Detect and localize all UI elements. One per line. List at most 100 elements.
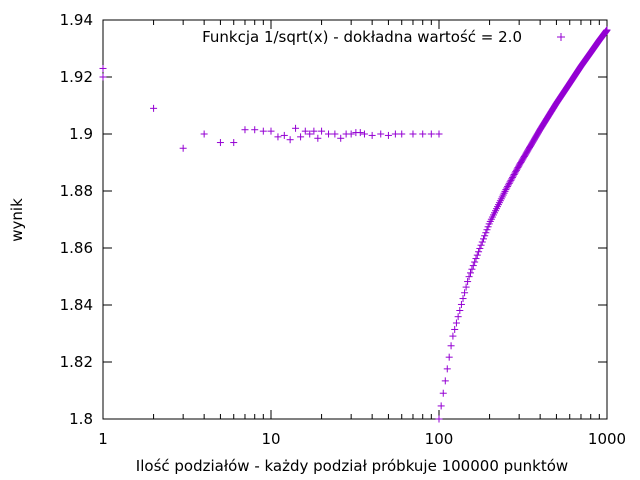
data-point	[484, 223, 492, 231]
data-point	[477, 241, 485, 249]
y-tick-label: 1.94	[60, 11, 93, 29]
y-tick-label: 1.9	[69, 125, 93, 143]
data-point	[356, 129, 364, 137]
axis-ticks: 1.8 1.82 1.84 1.86 1.88 1.9 1.92 1.94 1 10 100 1000	[60, 11, 627, 448]
x-tick-label: 1000	[588, 430, 626, 448]
y-tick-label: 1.86	[60, 239, 93, 257]
data-point	[476, 244, 484, 252]
data-point	[445, 353, 453, 361]
data-point	[314, 134, 322, 142]
data-point	[331, 130, 339, 138]
data-point	[427, 130, 435, 138]
data-point	[473, 251, 481, 259]
data-point	[500, 189, 508, 197]
data-point	[462, 283, 470, 291]
data-point	[280, 131, 288, 139]
data-point	[507, 176, 515, 184]
data-point	[360, 130, 368, 138]
data-point	[297, 133, 305, 141]
x-axis-title: Ilość podziałów - każdy podział próbkuje…	[136, 457, 568, 475]
data-point	[478, 238, 486, 246]
data-point	[251, 126, 259, 134]
data-point	[447, 342, 455, 350]
data-point	[508, 175, 516, 183]
plot-frame	[102, 19, 608, 420]
data-point	[481, 232, 489, 240]
data-point	[306, 130, 314, 138]
data-point	[465, 273, 473, 281]
y-tick-label: 1.92	[60, 68, 93, 86]
data-point	[483, 226, 491, 234]
data-point	[437, 402, 445, 410]
data-point	[443, 365, 451, 373]
data-point	[435, 415, 443, 423]
data-point	[435, 130, 443, 138]
data-point	[454, 313, 462, 321]
data-point	[509, 172, 517, 180]
data-point	[452, 319, 460, 327]
data-point	[384, 131, 392, 139]
data-point	[310, 127, 318, 135]
x-tick-label: 10	[261, 430, 280, 448]
data-point	[286, 136, 294, 144]
data-point	[504, 182, 512, 190]
x-tick-label: 100	[425, 430, 454, 448]
data-point	[274, 133, 282, 141]
data-point	[468, 265, 476, 273]
y-tick-label: 1.84	[60, 296, 93, 314]
data-point	[259, 127, 267, 135]
data-point	[449, 332, 457, 340]
data-point	[216, 139, 224, 147]
data-point	[318, 127, 326, 135]
legend-marker	[557, 33, 565, 41]
data-point	[439, 389, 447, 397]
data-point	[347, 130, 355, 138]
data-point	[456, 306, 464, 314]
y-tick-label: 1.82	[60, 353, 93, 371]
data-point	[377, 130, 385, 138]
data-point	[179, 144, 187, 152]
data-point	[472, 255, 480, 263]
data-point	[150, 104, 158, 112]
data-point	[464, 278, 472, 286]
data-marks	[99, 26, 611, 423]
data-point	[419, 130, 427, 138]
data-point	[603, 26, 611, 34]
data-point	[451, 325, 459, 333]
data-point	[99, 73, 107, 81]
data-point	[301, 127, 309, 135]
data-point	[441, 377, 449, 385]
data-point	[337, 134, 345, 142]
data-point	[391, 130, 399, 138]
data-point	[292, 124, 300, 132]
data-point	[479, 235, 487, 243]
data-point	[200, 130, 208, 138]
data-point	[461, 289, 469, 297]
data-point	[506, 178, 514, 186]
data-point	[368, 131, 376, 139]
data-point	[501, 187, 509, 195]
data-point	[409, 130, 417, 138]
data-point	[469, 262, 477, 270]
data-point	[502, 186, 510, 194]
y-tick-label: 1.88	[60, 182, 93, 200]
data-point	[504, 181, 512, 189]
data-point	[471, 258, 479, 266]
y-axis-title: wynik	[8, 198, 26, 242]
data-point	[267, 127, 275, 135]
data-point	[230, 139, 238, 147]
data-point	[475, 248, 483, 256]
y-tick-label: 1.8	[69, 410, 93, 428]
data-point	[467, 269, 475, 277]
data-point	[241, 126, 249, 134]
x-tick-label: 1	[98, 430, 108, 448]
data-point	[503, 184, 511, 192]
data-point	[457, 300, 465, 308]
data-point	[505, 179, 513, 187]
data-point	[482, 229, 490, 237]
data-point	[398, 130, 406, 138]
legend-label: Funkcja 1/sqrt(x) - dokładna wartość = 2…	[202, 28, 522, 46]
data-point	[459, 295, 467, 303]
data-point	[509, 173, 517, 181]
